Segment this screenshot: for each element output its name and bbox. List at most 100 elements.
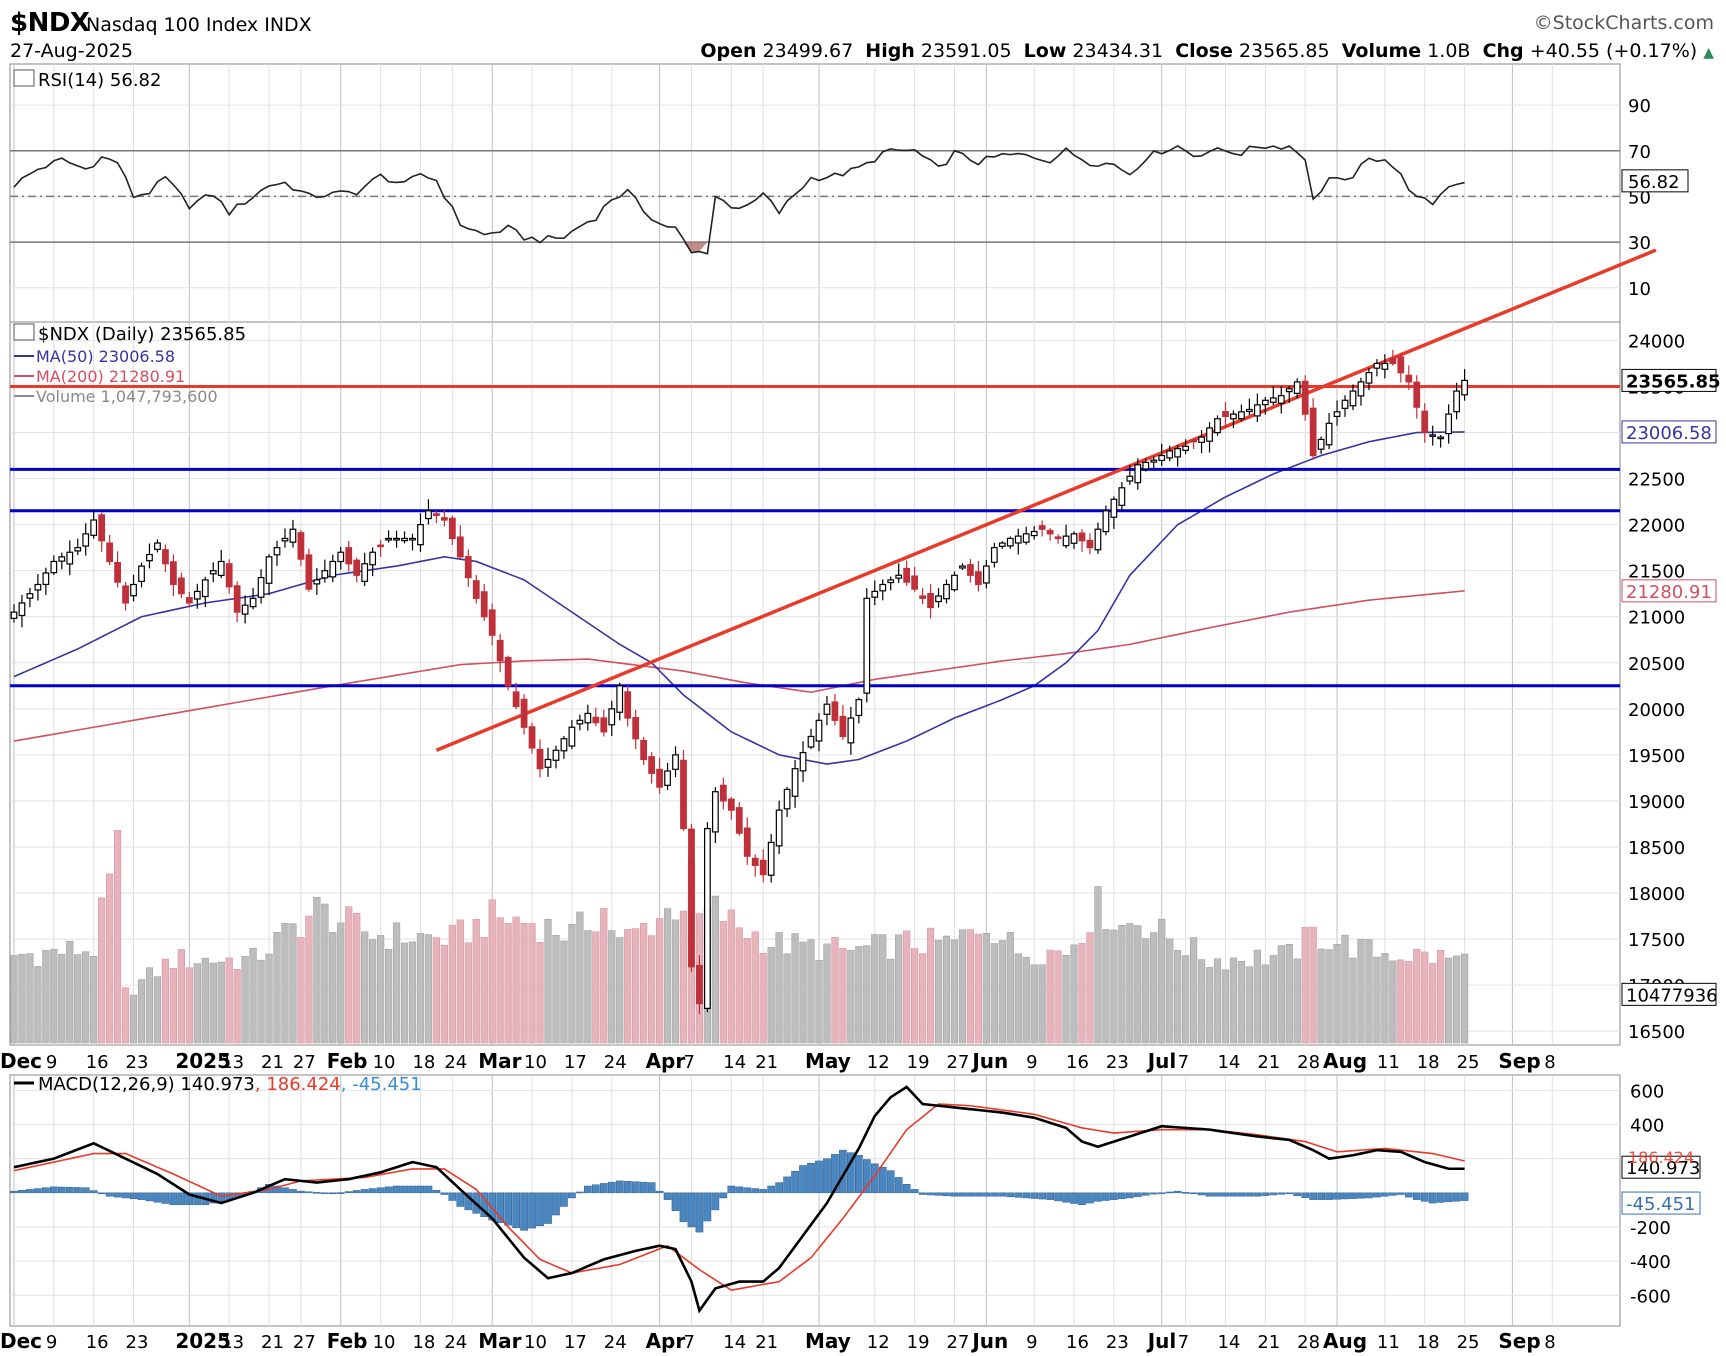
candle-down <box>1405 374 1413 383</box>
volume-bar <box>1261 964 1269 1044</box>
candle-down <box>696 964 703 1005</box>
candle-down <box>170 561 177 586</box>
candle-up <box>1134 464 1142 484</box>
x-axis-label: 7 <box>1178 1052 1189 1073</box>
price-tick-label: 19500 <box>1628 746 1685 767</box>
symbol-title: $NDX <box>10 8 90 38</box>
x-axis-label: 13 <box>221 1332 244 1353</box>
candle-up <box>66 551 74 565</box>
volume-bar <box>321 903 329 1044</box>
macd-hist-bar <box>591 1184 600 1194</box>
brand-watermark[interactable]: ©StockCharts.com <box>1533 12 1714 34</box>
candle-up <box>1341 399 1349 409</box>
macd-hist-bar <box>289 1189 297 1194</box>
x-axis-label: 25 <box>1457 1332 1480 1353</box>
volume-bar <box>966 929 975 1044</box>
macd-hist-bar <box>1046 1192 1054 1200</box>
candle-up <box>1102 510 1110 533</box>
trend-line <box>435 248 1657 752</box>
macd-hist-bar <box>169 1192 178 1206</box>
candle-up <box>943 583 950 600</box>
volume-bar <box>592 931 600 1044</box>
x-axis-label: 12 <box>867 1052 890 1073</box>
candle-down <box>656 768 663 788</box>
x-axis-label: 10 <box>373 1052 396 1073</box>
candle-down <box>353 559 361 576</box>
macd-hist-bar <box>368 1188 377 1194</box>
volume-bar <box>1397 959 1405 1044</box>
candle-up <box>895 574 903 579</box>
macd-hist-bar <box>145 1192 154 1202</box>
volume-bar <box>974 933 982 1044</box>
macd-hist-bar <box>18 1190 26 1194</box>
volume-bar <box>74 954 82 1044</box>
price-last-label: 23006.58 <box>1626 423 1712 444</box>
macd-hist-bar <box>1357 1192 1365 1199</box>
macd-hist-bar <box>81 1187 90 1194</box>
macd-hist-bar <box>1309 1192 1317 1200</box>
macd-hist-bar <box>1062 1192 1070 1203</box>
macd-hist-bar <box>982 1192 991 1197</box>
exchange-label: INDX <box>264 14 312 36</box>
x-axis-label: May <box>805 1329 851 1353</box>
candle-down <box>839 715 847 738</box>
macd-hist-bar <box>193 1192 202 1206</box>
volume-bar <box>871 934 879 1044</box>
volume-bar <box>440 944 448 1044</box>
price-tick-label: 17500 <box>1628 930 1685 951</box>
candle-down <box>1389 357 1397 365</box>
candle-down <box>735 807 743 834</box>
candle-down <box>648 756 655 774</box>
candle-down <box>512 691 520 708</box>
x-axis-label: Jul <box>1146 1049 1177 1073</box>
candle-up <box>1261 399 1269 406</box>
candle-down <box>727 798 735 811</box>
legend-entry: MA(200) 21280.91 <box>36 367 185 386</box>
x-axis-label: 14 <box>1217 1052 1240 1073</box>
macd-hist-bar <box>392 1185 401 1194</box>
macd-hist-bar <box>297 1190 305 1194</box>
candle-up <box>887 579 895 584</box>
chg-label: Chg <box>1482 40 1524 62</box>
x-axis-label: 14 <box>723 1332 746 1353</box>
candle-up <box>1357 381 1365 397</box>
macd-tick-label: -200 <box>1630 1218 1671 1239</box>
candle-up <box>1269 397 1277 403</box>
macd-hist-bar <box>544 1192 552 1224</box>
volume-bar <box>241 955 249 1044</box>
macd-hist-bar <box>679 1192 688 1223</box>
candle-up <box>998 542 1006 547</box>
volume-bar <box>345 906 353 1044</box>
macd-hist-bar <box>1038 1192 1046 1200</box>
volume-bar <box>1237 961 1246 1044</box>
candle-down <box>488 609 496 636</box>
volume-bar <box>1182 955 1190 1044</box>
macd-hist-bar <box>823 1158 831 1194</box>
x-axis-label: 17 <box>564 1332 587 1353</box>
volume-bar <box>879 934 887 1044</box>
x-axis-label: 27 <box>946 1332 969 1353</box>
volume-bar <box>1174 950 1182 1044</box>
candle-down <box>504 656 512 687</box>
macd-hist-bar <box>1253 1192 1262 1197</box>
x-axis-label: Dec <box>0 1329 42 1353</box>
macd-hist-bar <box>1102 1192 1110 1201</box>
x-axis-label: 21 <box>755 1332 778 1353</box>
candle-down <box>520 698 528 728</box>
candle-up <box>1365 372 1373 384</box>
candle-up <box>146 553 153 562</box>
candle-up <box>616 685 624 713</box>
up-arrow-icon: ▲ <box>1703 45 1714 61</box>
volume-bar <box>1245 966 1253 1044</box>
macd-hist-bar <box>153 1192 162 1203</box>
volume-bar <box>1038 964 1046 1044</box>
candle-down <box>1086 539 1094 549</box>
volume-bar <box>42 950 50 1044</box>
candle-down <box>496 639 504 662</box>
candle-up <box>1453 390 1460 413</box>
volume-bar <box>863 945 871 1044</box>
ma200-line <box>13 590 1465 742</box>
x-axis-label: 19 <box>907 1052 930 1073</box>
x-axis-label: 14 <box>723 1052 746 1073</box>
